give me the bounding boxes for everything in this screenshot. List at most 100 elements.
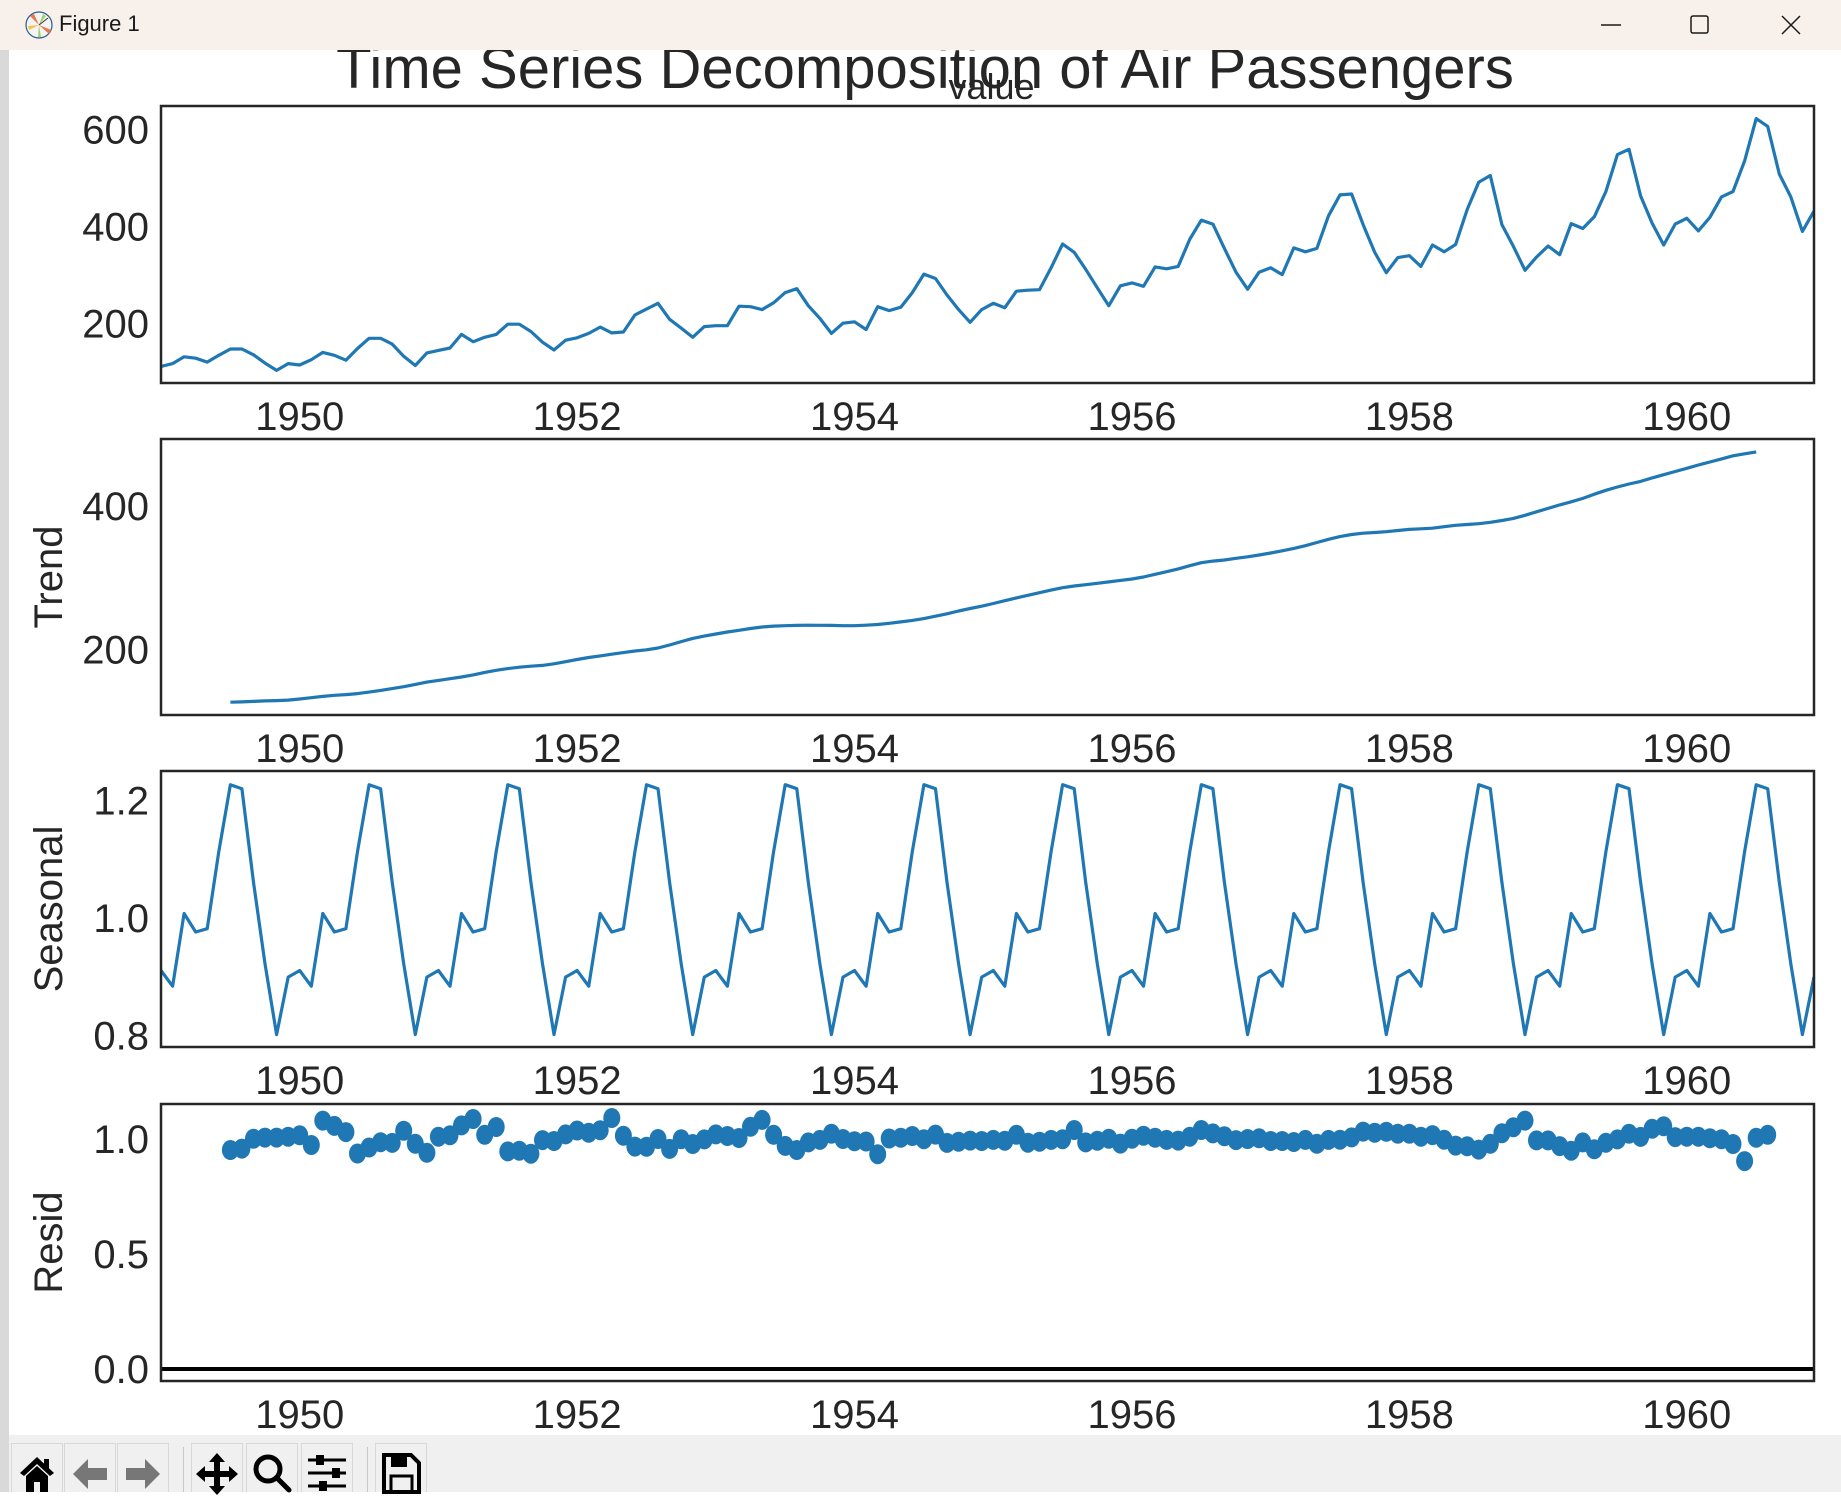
ytick-label: 0.0 xyxy=(93,1348,149,1392)
xtick-label: 1950 xyxy=(255,395,344,439)
resid-point xyxy=(1736,1151,1754,1172)
ytick-label: 1.2 xyxy=(93,779,149,823)
floppy-disk-icon xyxy=(382,1453,421,1494)
resid-point xyxy=(383,1132,401,1153)
toolbar-separator xyxy=(367,1447,368,1492)
resid-point xyxy=(857,1131,875,1152)
ytick-label: 200 xyxy=(82,629,149,673)
resid-point xyxy=(753,1109,771,1130)
resid-point xyxy=(1724,1134,1742,1154)
ytick-label: 0.5 xyxy=(93,1233,149,1277)
xtick-label: 1952 xyxy=(533,1393,622,1435)
axes-frame xyxy=(159,769,1816,1049)
back-button[interactable] xyxy=(64,1443,116,1492)
series-line xyxy=(161,117,1814,372)
ylabel: Seasonal xyxy=(27,826,71,993)
subplot-resid: 0.0 0.5 1.0 1950 1952 1954 1956 1958 1960 Resid xyxy=(27,1102,1816,1435)
window-border xyxy=(0,50,9,1492)
resid-point xyxy=(487,1117,505,1137)
ytick-label: 600 xyxy=(82,108,149,152)
resid-point xyxy=(869,1144,887,1165)
resid-point xyxy=(1655,1116,1673,1137)
xtick-label: 1952 xyxy=(533,1059,622,1103)
figure-canvas[interactable]: 200 400 600 1950 1952 1954 1956 1958 1960 value 20… xyxy=(9,50,1841,1435)
minimize-icon xyxy=(1601,24,1621,26)
pan-button[interactable] xyxy=(191,1443,243,1495)
resid-point xyxy=(603,1108,621,1128)
configure-subplots-button[interactable] xyxy=(301,1443,353,1492)
save-button[interactable] xyxy=(375,1443,427,1494)
ytick-label: 200 xyxy=(82,303,149,347)
ytick-label: 0.8 xyxy=(93,1014,149,1058)
home-icon xyxy=(20,1457,54,1492)
xtick-label: 1954 xyxy=(810,1393,899,1435)
resid-point xyxy=(337,1122,355,1143)
resid-point xyxy=(591,1120,609,1141)
xtick-label: 1954 xyxy=(810,395,899,439)
axes-frame xyxy=(159,104,1816,385)
xtick-label: 1954 xyxy=(810,1059,899,1103)
resid-point xyxy=(1065,1120,1083,1140)
ylabel: Resid xyxy=(27,1191,71,1293)
resid-point xyxy=(522,1143,540,1164)
home-button[interactable] xyxy=(11,1443,63,1492)
maximize-icon xyxy=(1690,15,1709,34)
ytick-label: 400 xyxy=(82,485,149,529)
window-titlebar: Figure 1 xyxy=(0,0,1841,50)
xtick-label: 1952 xyxy=(533,395,622,439)
xtick-label: 1950 xyxy=(255,1059,344,1103)
sliders-icon xyxy=(308,1455,346,1491)
figure-suptitle: Time Series Decomposition of Air Passeng… xyxy=(336,50,1514,101)
xtick-label: 1950 xyxy=(255,1393,344,1435)
subplot-seasonal: 0.8 1.0 1.2 1950 1952 1954 1956 1958 1960 Seasona… xyxy=(27,769,1816,1103)
resid-point xyxy=(464,1109,482,1129)
zoom-button[interactable] xyxy=(246,1443,298,1493)
arrow-left-icon xyxy=(73,1459,107,1489)
resid-point xyxy=(302,1135,320,1155)
xtick-label: 1960 xyxy=(1642,1059,1731,1103)
axes-frame xyxy=(159,437,1816,717)
resid-point xyxy=(1759,1124,1777,1145)
xtick-label: 1960 xyxy=(1642,1393,1731,1435)
subplot-trend: 200 400 1950 1952 1954 1956 1958 1960 Trend xyxy=(27,437,1816,771)
navigation-toolbar xyxy=(9,1435,1841,1495)
ytick-label: 1.0 xyxy=(93,1118,149,1162)
xtick-label: 1950 xyxy=(255,727,344,771)
xtick-label: 1958 xyxy=(1365,1059,1454,1103)
xtick-label: 1956 xyxy=(1087,1393,1176,1435)
xtick-label: 1956 xyxy=(1087,727,1176,771)
matplotlib-logo-icon xyxy=(25,11,53,39)
move-icon xyxy=(196,1453,238,1495)
series-line xyxy=(161,783,1814,1037)
close-icon xyxy=(1781,15,1801,35)
xtick-label: 1952 xyxy=(533,727,622,771)
resid-point xyxy=(395,1120,413,1141)
maximize-button[interactable] xyxy=(1656,0,1744,50)
resid-point xyxy=(1516,1110,1534,1131)
ytick-label: 400 xyxy=(82,206,149,250)
resid-point xyxy=(418,1142,436,1163)
xtick-label: 1960 xyxy=(1642,727,1731,771)
xtick-label: 1958 xyxy=(1365,1393,1454,1435)
ytick-label: 1.0 xyxy=(93,897,149,941)
ylabel: Trend xyxy=(27,525,71,628)
xtick-label: 1960 xyxy=(1642,395,1731,439)
resid-point xyxy=(765,1124,783,1145)
close-button[interactable] xyxy=(1747,0,1835,50)
subplot-observed: 200 400 600 1950 1952 1954 1956 1958 1960 value xyxy=(82,66,1816,439)
xtick-label: 1956 xyxy=(1087,1059,1176,1103)
axes-frame xyxy=(159,1102,1816,1383)
minimize-button[interactable] xyxy=(1567,0,1655,50)
subplot-title: value xyxy=(948,66,1034,107)
window-title: Figure 1 xyxy=(59,11,140,36)
resid-point xyxy=(1481,1133,1499,1154)
forward-button[interactable] xyxy=(117,1443,169,1492)
resid-point xyxy=(614,1125,632,1146)
resid-point xyxy=(730,1128,748,1148)
toolbar-separator xyxy=(183,1447,184,1492)
xtick-label: 1956 xyxy=(1087,395,1176,439)
xtick-label: 1954 xyxy=(810,727,899,771)
magnifier-icon xyxy=(253,1454,292,1493)
xtick-label: 1958 xyxy=(1365,395,1454,439)
